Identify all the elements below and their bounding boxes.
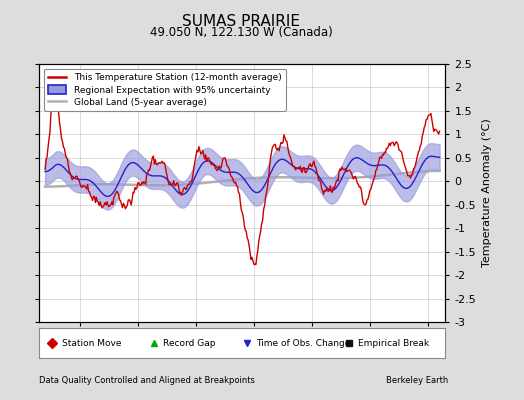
Text: 49.050 N, 122.130 W (Canada): 49.050 N, 122.130 W (Canada) xyxy=(150,26,332,39)
Text: Time of Obs. Change: Time of Obs. Change xyxy=(257,338,351,348)
Text: Data Quality Controlled and Aligned at Breakpoints: Data Quality Controlled and Aligned at B… xyxy=(39,376,255,385)
Text: Empirical Break: Empirical Break xyxy=(358,338,429,348)
Text: Station Move: Station Move xyxy=(62,338,121,348)
Y-axis label: Temperature Anomaly (°C): Temperature Anomaly (°C) xyxy=(482,119,492,267)
Text: SUMAS PRAIRIE: SUMAS PRAIRIE xyxy=(182,14,300,29)
Legend: This Temperature Station (12-month average), Regional Expectation with 95% uncer: This Temperature Station (12-month avera… xyxy=(44,68,286,111)
Text: Berkeley Earth: Berkeley Earth xyxy=(386,376,448,385)
Text: Record Gap: Record Gap xyxy=(163,338,216,348)
